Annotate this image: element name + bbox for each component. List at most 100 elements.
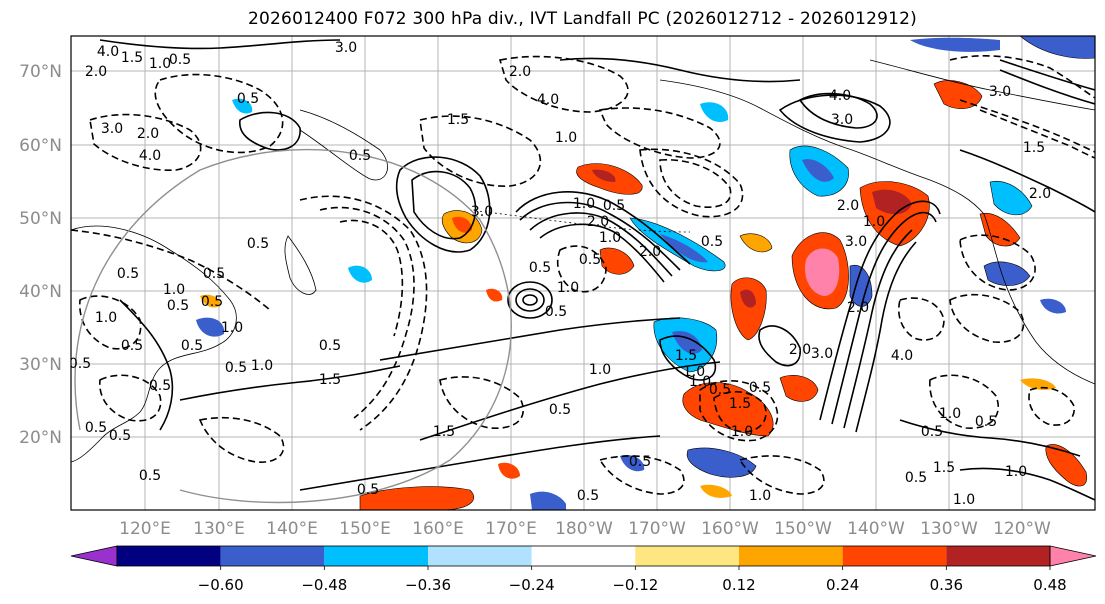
- conv-patch: [989, 180, 1033, 216]
- contour-value-label: 0.5: [225, 360, 247, 376]
- contour-value-label: 4.0: [139, 148, 161, 164]
- contour-value-label: 4.0: [97, 44, 119, 60]
- latitude-label: 20°N: [19, 428, 62, 448]
- contour-dashed: [659, 159, 732, 208]
- contour-value-label: 2.0: [85, 64, 107, 80]
- contour-value-label: 2.0: [789, 342, 811, 358]
- colorbar-tick-label: 0.12: [722, 576, 755, 594]
- contour-value-label: 1.5: [433, 424, 455, 440]
- contour-value-label: 1.5: [121, 50, 143, 66]
- contour-dashed: [339, 219, 404, 337]
- contour-value-label: 1.0: [953, 492, 975, 508]
- contour-solid: [395, 156, 491, 253]
- colorbar-tick-label: −0.48: [301, 576, 347, 594]
- contour-dashed: [598, 107, 721, 159]
- dashed-contours: [71, 55, 1095, 495]
- contour-dashed: [198, 416, 285, 463]
- coastline-na-west: [983, 213, 1095, 385]
- colorbar-outline: [116, 545, 1051, 567]
- contour-solid: [999, 59, 1095, 91]
- coastlines: [71, 59, 1095, 463]
- contour-value-label: 1.0: [221, 320, 243, 336]
- contour-value-label: 3.0: [471, 204, 493, 220]
- contour-value-label: 0.5: [549, 402, 571, 418]
- contour-solid: [239, 111, 301, 151]
- contour-value-label: 4.0: [829, 88, 851, 104]
- contour-value-label: 0.5: [629, 454, 651, 470]
- conv-patch: [232, 98, 253, 114]
- great-circle-arc: [74, 148, 512, 504]
- contour-dashed: [419, 115, 542, 187]
- colorbar-swatch: [220, 546, 325, 566]
- colorbar-swatch: [531, 546, 636, 566]
- contour-value-label: 1.0: [557, 280, 579, 296]
- div-patch: [700, 484, 732, 498]
- conv-patch: [849, 264, 873, 307]
- contour-value-label: 4.0: [891, 348, 913, 364]
- longitude-labels: 120°E 130°E 140°E 150°E 160°E 170°E 180°W 170°W…: [119, 519, 1051, 539]
- conv-patch: [196, 317, 225, 337]
- div-patch: [1020, 378, 1056, 390]
- contour-value-label: 1.0: [749, 488, 771, 504]
- contour-value-label: 0.5: [201, 294, 223, 310]
- contour-dashed: [929, 374, 1000, 429]
- longitude-label: 160°W: [701, 519, 759, 539]
- latitude-labels: 70°N 60°N 50°N 40°N 30°N 20°N: [19, 62, 62, 448]
- div-patch: [740, 289, 756, 308]
- conv-patch: [348, 265, 372, 283]
- contour-value-label: 0.5: [117, 266, 139, 282]
- contour-value-label: 1.0: [573, 196, 595, 212]
- contour-solid: [999, 69, 1095, 105]
- colorbar-tick-label: 0.24: [826, 576, 859, 594]
- latitude-label: 40°N: [19, 282, 62, 302]
- div-patch: [730, 277, 767, 341]
- contour-dashed: [949, 55, 1095, 99]
- conv-patch: [660, 234, 708, 263]
- contour-value-label: 0.5: [167, 298, 189, 314]
- colorbar-swatch: [842, 546, 947, 566]
- contour-value-label: 1.0: [683, 364, 705, 380]
- contour-solid: [843, 229, 913, 429]
- contour-dashed: [738, 455, 825, 495]
- contour-value-label: 0.5: [169, 52, 191, 68]
- contour-dashed: [319, 206, 415, 419]
- contour-value-label: 0.5: [545, 304, 567, 320]
- colorbar-swatch: [635, 546, 739, 566]
- div-patch: [599, 247, 635, 275]
- contour-dashed: [598, 455, 685, 495]
- contour-solid: [179, 365, 401, 401]
- contour-value-label: 0.5: [921, 424, 943, 440]
- contour-value-label: 1.0: [689, 374, 711, 390]
- contour-value-label: 1.0: [589, 362, 611, 378]
- colorbar-tick-label: −0.24: [509, 576, 555, 594]
- contour-solid: [758, 325, 801, 367]
- colorbar-swatch: [324, 546, 428, 566]
- graticule: [71, 36, 1095, 510]
- contour-value-label: 1.0: [149, 56, 171, 72]
- contour-dashed: [556, 245, 607, 293]
- divergence-shading: [196, 36, 1095, 510]
- contour-dashed: [949, 293, 1025, 343]
- longitude-label: 130°E: [193, 519, 245, 539]
- contour-solid: [507, 281, 553, 319]
- contour-value-label: 1.0: [555, 130, 577, 146]
- contour-solid: [519, 201, 681, 271]
- longitude-label: 170°W: [628, 519, 686, 539]
- longitude-label: 150°W: [774, 519, 832, 539]
- contour-solid: [411, 170, 477, 240]
- contour-value-label: 2.0: [587, 214, 609, 230]
- contour-dashed: [699, 380, 779, 442]
- contour-value-label: 1.0: [95, 310, 117, 326]
- div-patch: [682, 382, 774, 437]
- contour-value-label: 0.5: [701, 234, 723, 250]
- contour-value-label: 0.5: [69, 356, 91, 372]
- contour-dashed: [89, 113, 202, 171]
- contour-value-label: 0.5: [181, 338, 203, 354]
- coastline-alaska: [659, 79, 985, 215]
- contour-value-label: 0.5: [579, 252, 601, 268]
- contour-value-label: 4.0: [537, 92, 559, 108]
- contour-value-label: 0.5: [603, 198, 625, 214]
- contour-value-label: 1.5: [1023, 140, 1045, 156]
- contour-value-label: 0.5: [139, 468, 161, 484]
